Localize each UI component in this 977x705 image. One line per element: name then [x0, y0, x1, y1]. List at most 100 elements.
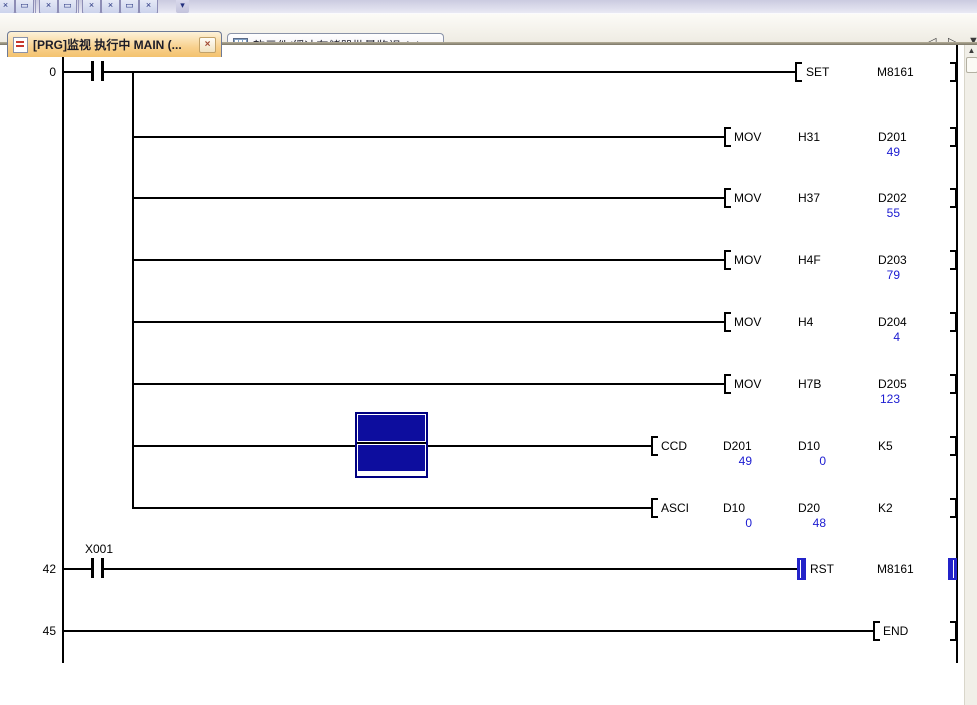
instruction-operand[interactable]: D10	[723, 501, 746, 515]
instruction-opcode[interactable]: END	[883, 624, 909, 638]
instruction-operand[interactable]: M8161	[877, 65, 914, 79]
instruction-operand[interactable]: H7B	[798, 377, 822, 391]
tabbar-separator	[0, 42, 977, 45]
right-power-rail	[956, 45, 958, 663]
ladder-symbol-icon[interactable]: ▭	[58, 0, 77, 13]
instruction-bracket[interactable]	[949, 498, 957, 518]
wire	[64, 630, 873, 632]
wire	[104, 568, 797, 570]
monitor-value: 48	[812, 516, 826, 530]
wire	[134, 136, 724, 138]
instruction-bracket[interactable]	[949, 188, 957, 208]
toolbar-separator	[35, 0, 36, 13]
instruction-operand[interactable]: D20	[798, 501, 821, 515]
instruction-bracket[interactable]	[949, 436, 957, 456]
scroll-up-icon[interactable]: ▲	[967, 46, 976, 55]
left-power-rail	[62, 45, 64, 663]
instruction-operand[interactable]: H37	[798, 191, 821, 205]
ladder-symbol-icon[interactable]: ×	[101, 0, 120, 13]
instruction-operand[interactable]: M8161	[877, 562, 914, 576]
wire	[134, 321, 724, 323]
monitor-value: 4	[893, 330, 900, 344]
ladder-symbol-icon[interactable]: ×	[82, 0, 101, 13]
instruction-opcode[interactable]: MOV	[734, 191, 762, 205]
contact-x003[interactable]	[101, 61, 104, 81]
instruction-bracket[interactable]	[949, 374, 957, 394]
tab-menu-icon[interactable]: ▼	[968, 35, 977, 47]
ladder-symbol-icon[interactable]: ×	[39, 0, 58, 13]
instruction-operand[interactable]: H4	[798, 315, 814, 329]
instruction-bracket[interactable]	[724, 127, 732, 147]
monitor-value: 123	[879, 392, 900, 406]
instruction-operand[interactable]: D202	[878, 191, 907, 205]
contact-x003[interactable]	[91, 61, 94, 81]
instruction-bracket[interactable]	[651, 436, 659, 456]
instruction-bracket[interactable]	[724, 374, 732, 394]
tab-program-monitor[interactable]: [PRG]监视 执行中 MAIN (... ×	[7, 31, 222, 57]
instruction-bracket[interactable]	[724, 312, 732, 332]
instruction-bracket[interactable]	[949, 621, 957, 641]
active-instruction-bracket[interactable]	[797, 558, 806, 580]
wire	[64, 71, 91, 73]
instruction-bracket[interactable]	[724, 250, 732, 270]
cursor-wire	[357, 442, 426, 444]
wire	[134, 197, 724, 199]
contact-x001[interactable]	[101, 558, 104, 578]
active-instruction-bracket[interactable]	[948, 558, 957, 580]
instruction-operand[interactable]: H31	[798, 130, 821, 144]
instruction-bracket[interactable]	[949, 312, 957, 332]
ladder-editor: 0 42 45 X003 SET M8161 MOV H31 D201 49 M…	[0, 45, 977, 705]
instruction-bracket[interactable]	[724, 188, 732, 208]
instruction-operand[interactable]: K5	[878, 439, 893, 453]
ladder-symbol-icon[interactable]: ×	[139, 0, 158, 13]
program-icon	[13, 36, 28, 53]
instruction-operand[interactable]: D201	[723, 439, 752, 453]
instruction-bracket[interactable]	[949, 127, 957, 147]
toolbar: × ▭ × ▭ × × ▭ × ▾	[0, 0, 977, 14]
instruction-opcode[interactable]: CCD	[661, 439, 687, 453]
instruction-opcode[interactable]: MOV	[734, 130, 762, 144]
contact-x001[interactable]	[91, 558, 94, 578]
scrollbar-thumb[interactable]	[966, 57, 977, 73]
wire	[64, 568, 91, 570]
cursor-cell-top	[358, 415, 425, 441]
ladder-symbol-icon[interactable]: ▭	[120, 0, 139, 13]
close-tab-button[interactable]: ×	[199, 36, 216, 53]
instruction-operand[interactable]: D201	[878, 130, 907, 144]
wire	[104, 71, 795, 73]
branch-wire	[132, 71, 134, 509]
instruction-operand[interactable]: D205	[878, 377, 907, 391]
cursor-cell-bottom	[358, 445, 425, 471]
instruction-opcode[interactable]: ASCI	[661, 501, 690, 515]
instruction-operand[interactable]: H4F	[798, 253, 821, 267]
instruction-bracket[interactable]	[651, 498, 659, 518]
toolbar-overflow-icon[interactable]: ▾	[176, 0, 189, 13]
instruction-bracket[interactable]	[949, 62, 957, 82]
tab-label: [PRG]监视 执行中 MAIN (...	[33, 38, 182, 52]
monitor-value: 0	[745, 516, 752, 530]
document-tab-bar: [PRG]监视 执行中 MAIN (... × 软元件/缓冲存储器批量监视-1 …	[0, 14, 977, 57]
toolbar-separator	[78, 0, 79, 13]
monitor-value: 49	[886, 145, 900, 159]
instruction-operand[interactable]: D203	[878, 253, 907, 267]
instruction-opcode[interactable]: RST	[810, 562, 834, 576]
ladder-symbol-icon[interactable]: ×	[0, 0, 15, 13]
wire	[134, 259, 724, 261]
instruction-operand[interactable]: K2	[878, 501, 893, 515]
step-number: 0	[49, 65, 56, 79]
instruction-opcode[interactable]: MOV	[734, 377, 762, 391]
instruction-bracket[interactable]	[795, 62, 803, 82]
instruction-opcode[interactable]: MOV	[734, 253, 762, 267]
instruction-operand[interactable]: D10	[798, 439, 821, 453]
wire	[134, 383, 724, 385]
contact-label: X001	[85, 542, 114, 556]
edit-cursor	[355, 412, 428, 478]
instruction-operand[interactable]: D204	[878, 315, 907, 329]
instruction-bracket[interactable]	[949, 250, 957, 270]
instruction-opcode[interactable]: MOV	[734, 315, 762, 329]
vertical-scrollbar[interactable]: ▲	[964, 45, 977, 705]
step-number: 42	[42, 562, 56, 576]
instruction-opcode[interactable]: SET	[806, 65, 830, 79]
ladder-symbol-icon[interactable]: ▭	[15, 0, 34, 13]
instruction-bracket[interactable]	[873, 621, 881, 641]
